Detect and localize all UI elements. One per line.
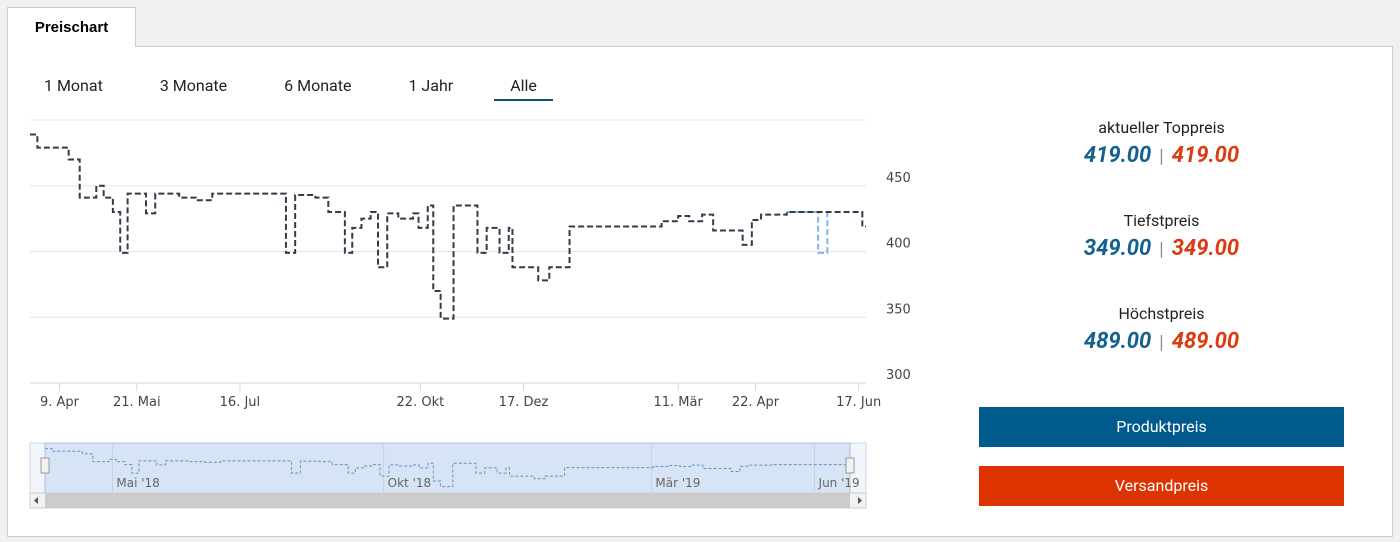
x-tick-label: 17. Dez: [499, 395, 549, 410]
range-selector: 1 Monat 3 Monate 6 Monate 1 Jahr Alle: [28, 74, 578, 101]
scrollbar-thumb: [45, 493, 850, 508]
x-tick-label: 9. Apr: [40, 395, 80, 410]
range-button[interactable]: Alle: [494, 74, 553, 101]
price-label: aktueller Toppreis: [1098, 118, 1225, 137]
x-tick-label: 17. Jun: [836, 395, 881, 410]
y-tick-label: 300: [886, 368, 911, 383]
separator: |: [1159, 332, 1164, 353]
price-line: [786, 211, 829, 254]
price-label: Tiefstpreis: [1123, 211, 1200, 230]
navigator-line: [45, 448, 850, 488]
price-block: aktueller Toppreis 419.00 | 419.00: [979, 118, 1344, 168]
x-tick-label: 11. Mär: [654, 395, 704, 410]
y-tick-label: 400: [886, 237, 911, 252]
chart: 300 350 400 450 9. Apr 21. Mai 16. Jul 22. Okt 1…: [29, 119, 911, 509]
price-values: 489.00 | 489.00: [979, 329, 1344, 354]
y-tick-label: 350: [886, 302, 911, 317]
range-button[interactable]: 6 Monate: [284, 76, 352, 95]
navigator-label: Jun '19: [818, 476, 860, 490]
price-block: Tiefstpreis 349.00 | 349.00: [979, 211, 1344, 261]
product-price: 419.00: [1083, 143, 1152, 168]
price-values: 349.00 | 349.00: [979, 236, 1344, 261]
x-tick-label: 16. Jul: [220, 395, 261, 410]
navigator-label: Mär '19: [655, 476, 700, 490]
product-price: 349.00: [1083, 236, 1152, 261]
x-tick-label: 22. Apr: [732, 395, 780, 410]
shipping-price: 349.00: [1171, 236, 1240, 261]
x-tick-label: 21. Mai: [113, 395, 161, 410]
price-label: Höchstpreis: [1118, 304, 1205, 323]
price-line: [30, 133, 866, 320]
navigator-handle[interactable]: [40, 457, 50, 474]
navigator-label: Mai '18: [116, 476, 159, 490]
y-tick-label: 450: [886, 171, 911, 186]
range-button[interactable]: 1 Jahr: [408, 76, 454, 95]
range-button[interactable]: 1 Monat: [44, 76, 103, 95]
price-values: 419.00 | 419.00: [979, 143, 1344, 168]
range-button[interactable]: 3 Monate: [159, 76, 228, 95]
separator: |: [1159, 146, 1164, 167]
price-block: Höchstpreis 489.00 | 489.00: [979, 304, 1344, 354]
navigator-label: Okt '18: [388, 476, 431, 490]
legend-button[interactable]: Produktpreis: [979, 407, 1344, 447]
navigator-handle[interactable]: [845, 457, 855, 474]
tab[interactable]: Preischart: [7, 7, 136, 47]
separator: |: [1159, 239, 1164, 260]
shipping-price: 489.00: [1171, 329, 1240, 354]
product-price: 489.00: [1083, 329, 1152, 354]
shipping-price: 419.00: [1171, 143, 1240, 168]
legend-button[interactable]: Versandpreis: [979, 466, 1344, 506]
x-tick-label: 22. Okt: [397, 395, 445, 410]
